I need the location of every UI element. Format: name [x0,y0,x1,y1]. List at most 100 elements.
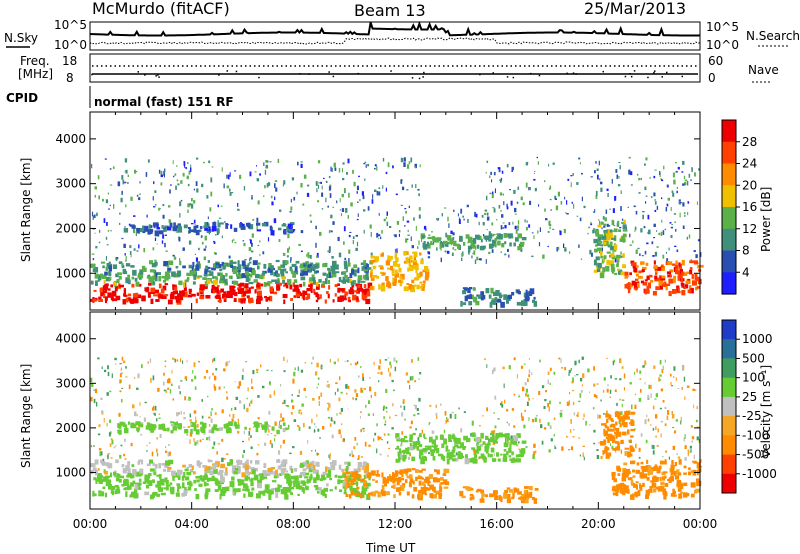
power-xticks [89,112,701,310]
data-region-cell [349,485,352,491]
noise-cell [534,171,536,173]
data-region-cell [152,424,156,428]
noise-cell [514,207,517,213]
noise-cell [543,406,546,409]
noise-cell [266,160,269,163]
noise-cell [687,201,690,204]
noise-cell [339,376,341,381]
noise-cell [444,250,447,253]
data-region-cell [394,254,397,259]
nave-dot [308,73,310,75]
data-region-cell [497,458,501,462]
data-region-cell [498,432,503,438]
data-region-cell [122,299,127,305]
data-region-cell [255,422,260,428]
colorbar-tick-label: 100 [742,371,765,385]
noise-cell [640,178,642,181]
data-region-cell [300,272,304,276]
data-region-cell [348,471,353,474]
data-region-cell [184,486,187,492]
noise-cell [327,416,330,419]
data-region-cell [466,437,471,443]
data-region-cell [696,481,699,487]
data-region-cell [345,266,348,273]
data-region-cell [469,239,475,243]
data-region-cell [145,484,150,489]
data-region-cell [678,459,682,465]
noise-cell [357,361,359,365]
data-region-cell [609,418,614,421]
data-region-cell [343,491,347,495]
noise-cell [403,162,406,167]
nsearch-label: N.Search [746,29,800,43]
data-region-cell [279,473,282,476]
noise-cell [317,428,320,432]
data-region-cell [620,255,625,258]
noise-cell [400,443,402,447]
noise-cell [613,359,616,363]
noise-cell [385,171,388,175]
data-region-cell [280,489,286,495]
noise-cell [194,441,197,446]
data-region-cell [606,259,610,265]
data-region-cell [123,228,129,233]
data-region-cell [508,488,513,493]
noise-cell [690,425,693,428]
noise-cell [516,444,519,447]
data-region-cell [344,483,348,490]
noise-cell [326,402,330,404]
data-region-cell [300,276,306,281]
noise-cell [527,394,529,398]
data-region-cell [409,474,413,479]
noise-cell [514,225,517,230]
noise-cell [91,163,93,169]
data-region-cell [237,288,242,294]
data-region-cell [685,280,690,284]
data-region-cell [300,462,303,468]
data-region-cell [147,476,151,479]
noise-cell [218,217,222,219]
data-region-cell [188,480,192,486]
noise-cell [368,400,371,404]
noise-cell [365,164,367,168]
noise-cell [125,256,127,260]
data-region-cell [139,423,144,428]
data-region-cell [105,276,111,282]
noise-cell [691,436,695,440]
noise-cell [574,360,577,366]
data-region-cell [664,475,667,479]
noise-cell [603,413,606,415]
noise-cell [121,372,123,375]
noise-cell [693,454,695,460]
noise-cell [400,204,403,206]
noise-cell [338,429,341,435]
data-region-cell [360,262,365,266]
data-region-cell [276,284,281,290]
data-region-cell [435,435,438,440]
noise-cell [534,450,537,454]
noise-cell [606,410,608,416]
data-region-cell [413,444,416,449]
noise-cell [376,166,378,171]
noise-cell [428,422,430,426]
noise-cell [119,413,121,416]
noise-cell [188,396,191,401]
data-region-cell [659,460,664,465]
data-region-cell [479,498,485,503]
data-region-cell [264,489,267,492]
noise-cell [291,399,294,403]
noise-cell [280,413,282,419]
noise-cell [345,208,348,213]
data-region-cell [199,475,203,481]
data-region-cell [92,299,97,302]
noise-cell [249,258,251,261]
colorbar-tick-label: 20 [742,178,757,192]
noise-cell [194,253,197,255]
noise-cell [547,371,550,375]
data-region-cell [674,490,677,494]
data-region-cell [436,478,440,483]
data-region-cell [183,281,186,288]
data-region-cell [233,470,239,475]
noise-cell [195,181,198,186]
data-region-cell [668,290,672,297]
